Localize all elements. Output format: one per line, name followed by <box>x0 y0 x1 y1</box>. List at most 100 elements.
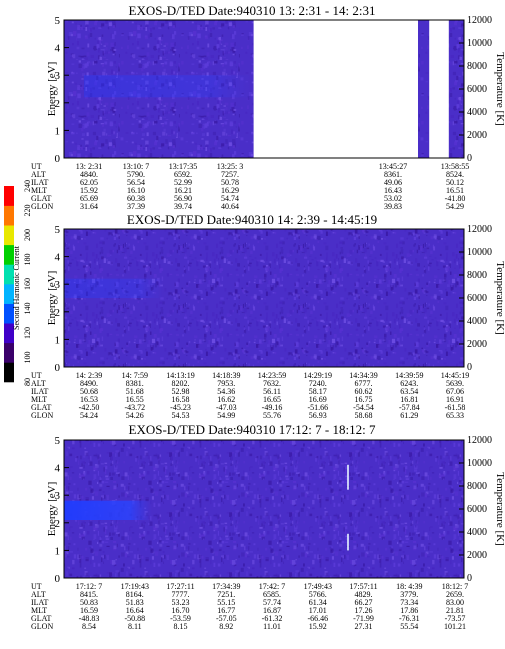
colorbar-swatch <box>4 244 14 265</box>
ephemeris-row-label: UT <box>31 371 42 380</box>
ephemeris-value: 7632. <box>263 379 281 388</box>
ephemeris-row-label: GLON <box>31 622 53 631</box>
enhanced-band <box>64 500 152 520</box>
ephemeris-value: 5639. <box>446 379 464 388</box>
ephemeris-value: 6592. <box>174 170 192 179</box>
ephemeris-value: 54.53 <box>172 411 190 420</box>
y-right-tick-label: 0 <box>467 153 472 164</box>
y-tick-label: 0 <box>55 573 61 585</box>
ephemeris-value: 62.05 <box>80 178 98 187</box>
ephemeris-value: 18: 4:39 <box>396 582 422 591</box>
ephemeris-value: 54.74 <box>221 194 239 203</box>
colorbar-swatch <box>4 323 14 344</box>
ephemeris-value: -47.03 <box>216 403 237 412</box>
ephemeris-value: 14:39:59 <box>395 371 423 380</box>
ephemeris-row-label: ILAT <box>31 178 48 187</box>
ephemeris-row-label: MLT <box>31 395 47 404</box>
y-tick-label: 2 <box>55 518 61 530</box>
colorbar-label: Second Harmonic Current <box>12 245 21 330</box>
ephemeris-value: 7251. <box>217 590 235 599</box>
ephemeris-value: -61.32 <box>262 614 283 623</box>
ephemeris-value: 57.74 <box>263 598 281 607</box>
y-tick-label: 4 <box>55 252 61 264</box>
ephemeris-value: 4840. <box>80 170 98 179</box>
y-tick-label: 3 <box>55 70 61 82</box>
colorbar-swatch <box>4 205 14 226</box>
ephemeris-value: 101.21 <box>444 622 466 631</box>
ephemeris-value: 56.90 <box>174 194 192 203</box>
ephemeris-value: 13:10: 7 <box>123 162 149 171</box>
colorbar-tick-label: 220 <box>23 205 32 217</box>
ephemeris-value: 4829. <box>355 590 373 599</box>
ephemeris-value: 58.68 <box>355 411 373 420</box>
ephemeris-value: 8415. <box>80 590 98 599</box>
ephemeris-value: 52.98 <box>172 387 190 396</box>
y-right-tick-label: 10000 <box>467 458 492 469</box>
ephemeris-value: 63.54 <box>400 387 418 396</box>
ephemeris-value: 37.39 <box>127 202 145 211</box>
ephemeris-value: 51.83 <box>126 598 144 607</box>
ephemeris-value: 14:34:39 <box>349 371 377 380</box>
y-right-tick-label: 8000 <box>467 61 487 72</box>
ephemeris-value: -61.58 <box>445 403 466 412</box>
ephemeris-value: 14:23:59 <box>258 371 286 380</box>
ephemeris-value: 8361. <box>384 170 402 179</box>
ephemeris-value: 39.83 <box>384 202 402 211</box>
ephemeris-value: 18:12: 7 <box>442 582 468 591</box>
ephemeris-value: 49.06 <box>384 178 402 187</box>
ephemeris-value: 66.27 <box>355 598 373 607</box>
ephemeris-value: -50.88 <box>124 614 145 623</box>
ephemeris-value: 54.99 <box>217 411 235 420</box>
ephemeris-value: -57.05 <box>216 614 237 623</box>
ephemeris-row-label: ALT <box>31 590 46 599</box>
ephemeris-value: 16.10 <box>127 186 145 195</box>
panel-3: EXOS-D/TED Date:940310 17:12: 7 - 18:12:… <box>31 422 505 631</box>
ephemeris-row-label: UT <box>31 162 42 171</box>
ephemeris-value: 16.53 <box>80 395 98 404</box>
ephemeris-value: 8164. <box>126 590 144 599</box>
ephemeris-value: 52.99 <box>174 178 192 187</box>
ephemeris-value: 17:19:43 <box>121 582 149 591</box>
ephemeris-value: 17.86 <box>400 606 418 615</box>
ephemeris-value: 15.92 <box>309 622 327 631</box>
y-right-tick-label: 2000 <box>467 339 487 350</box>
ephemeris-value: 6585. <box>263 590 281 599</box>
heatmap-segment <box>448 20 464 158</box>
ephemeris-row-label: MLT <box>31 606 47 615</box>
y-tick-label: 0 <box>55 153 61 165</box>
y-right-tick-label: 12000 <box>467 15 492 26</box>
ephemeris-value: 16.81 <box>400 395 418 404</box>
ephemeris-value: 7777. <box>172 590 190 599</box>
y-right-tick-label: 2000 <box>467 550 487 561</box>
ephemeris-value: 40.64 <box>221 202 239 211</box>
ephemeris-value: 50.12 <box>446 178 464 187</box>
ephemeris-value: 5790. <box>127 170 145 179</box>
panel-3-ylabel: Energy [eV] <box>46 482 58 536</box>
panel-1-ylabel: Energy [eV] <box>46 62 58 116</box>
ephemeris-value: 16.65 <box>263 395 281 404</box>
ephemeris-value: 55.76 <box>263 411 281 420</box>
y-right-tick-label: 12000 <box>467 435 492 446</box>
panel-1-ylabel-right: Temperature [K] <box>494 52 505 125</box>
ephemeris-value: 83.00 <box>446 598 464 607</box>
ephemeris-row-label: MLT <box>31 186 47 195</box>
colorbar-swatch <box>4 186 14 206</box>
colorbar-tick-label: 180 <box>23 254 32 266</box>
ephemeris-value: 14:29:19 <box>304 371 332 380</box>
ephemeris-value: 8490. <box>80 379 98 388</box>
ephemeris-value: 17:12: 7 <box>76 582 102 591</box>
y-right-tick-label: 0 <box>467 362 472 373</box>
ephemeris-row-label: GLAT <box>31 194 52 203</box>
ephemeris-value: 21.81 <box>446 606 464 615</box>
ephemeris-value: 65.69 <box>80 194 98 203</box>
ephemeris-row-label: UT <box>31 582 42 591</box>
colorbar-swatch <box>4 284 14 304</box>
ephemeris-value: 56.54 <box>127 178 145 187</box>
y-right-tick-label: 4000 <box>467 107 487 118</box>
y-right-tick-label: 6000 <box>467 84 487 95</box>
ephemeris-value: -41.80 <box>445 194 466 203</box>
y-right-tick-label: 8000 <box>467 481 487 492</box>
ephemeris-value: 8.11 <box>128 622 142 631</box>
ephemeris-value: 13:45:27 <box>379 162 407 171</box>
ephemeris-value: 5766. <box>309 590 327 599</box>
